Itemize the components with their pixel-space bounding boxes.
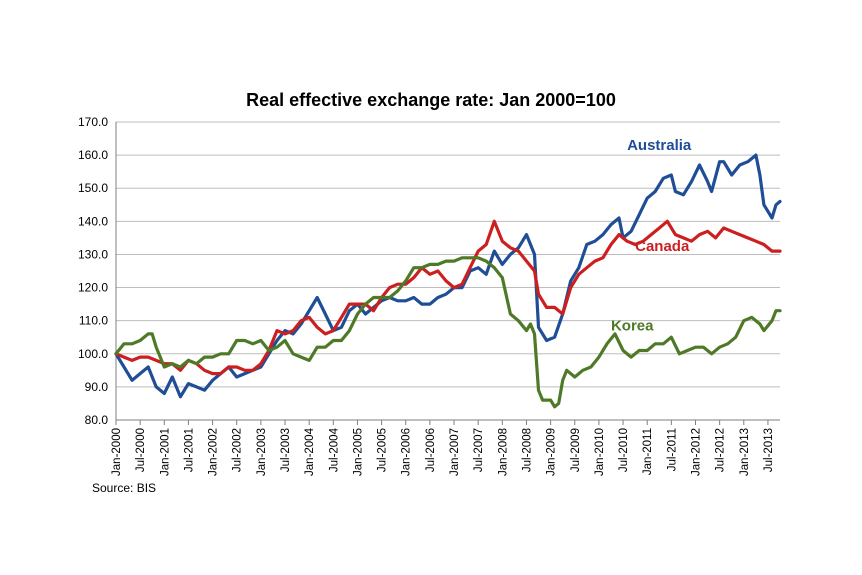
series-label-australia: Australia xyxy=(627,137,692,154)
x-axis: Jan-2000 Jul-2000 Jan-2001 Jul-2001 Jan-2002… xyxy=(111,419,780,476)
source-note: Source: BIS xyxy=(92,481,156,495)
x-tick-label: Jan-2011 xyxy=(642,428,654,475)
x-tick-label: Jul-2007 xyxy=(473,428,485,472)
x-tick-label: Jul-2009 xyxy=(570,428,582,472)
y-tick-label: 160.0 xyxy=(78,148,108,162)
x-tick-label: Jan-2001 xyxy=(159,428,171,476)
series-labels: Australia Canada Korea xyxy=(611,137,692,334)
x-tick-label: Jan-2002 xyxy=(208,428,220,476)
y-tick-label: 80.0 xyxy=(85,413,109,427)
series-label-canada: Canada xyxy=(635,238,690,255)
x-tick-label: Jul-2001 xyxy=(183,428,195,472)
series-line-canada xyxy=(114,219,782,376)
y-axis: 80.0 90.0 100.0 110.0 120.0 130.0 140.0 150.0 16… xyxy=(78,115,117,427)
y-tick-label: 130.0 xyxy=(78,247,108,261)
x-tick-label: Jul-2004 xyxy=(328,427,340,472)
series-lines xyxy=(114,153,782,409)
x-tick-label: Jul-2000 xyxy=(135,428,147,472)
x-tick-label: Jul-2011 xyxy=(666,428,678,471)
x-tick-label: Jan-2013 xyxy=(739,428,751,476)
series-label-korea: Korea xyxy=(611,318,654,335)
y-tick-label: 120.0 xyxy=(78,281,108,295)
x-tick-label: Jul-2008 xyxy=(521,428,533,472)
chart-title: Real effective exchange rate: Jan 2000=1… xyxy=(246,90,616,110)
gridlines xyxy=(116,121,780,421)
x-tick-label: Jan-2009 xyxy=(546,428,558,476)
series-line-korea xyxy=(114,256,782,409)
y-tick-label: 170.0 xyxy=(78,115,108,129)
y-tick-label: 150.0 xyxy=(78,181,108,195)
x-tick-label: Jul-2005 xyxy=(377,428,389,472)
x-tick-label: Jan-2006 xyxy=(401,428,413,476)
y-tick-label: 100.0 xyxy=(78,347,108,361)
x-tick-label: Jan-2008 xyxy=(497,428,509,476)
x-tick-label: Jul-2003 xyxy=(280,428,292,472)
x-tick-label: Jul-2006 xyxy=(425,428,437,472)
y-tick-label: 140.0 xyxy=(78,214,108,228)
x-tick-label: Jan-2010 xyxy=(594,428,606,476)
x-tick-label: Jan-2005 xyxy=(352,428,364,476)
y-tick-label: 110.0 xyxy=(79,314,108,328)
series-line-australia xyxy=(114,153,782,399)
x-tick-label: Jul-2002 xyxy=(232,428,244,472)
y-tick-label: 90.0 xyxy=(85,380,109,394)
x-tick-label: Jan-2007 xyxy=(449,428,461,476)
x-tick-label: Jul-2012 xyxy=(715,428,727,472)
x-tick-label: Jul-2010 xyxy=(618,428,630,472)
x-tick-label: Jan-2012 xyxy=(690,428,702,476)
x-tick-label: Jan-2003 xyxy=(256,428,268,476)
x-tick-label: Jul-2013 xyxy=(763,428,775,472)
x-tick-label: Jan-2000 xyxy=(111,428,123,476)
x-tick-label: Jan-2004 xyxy=(304,427,316,476)
